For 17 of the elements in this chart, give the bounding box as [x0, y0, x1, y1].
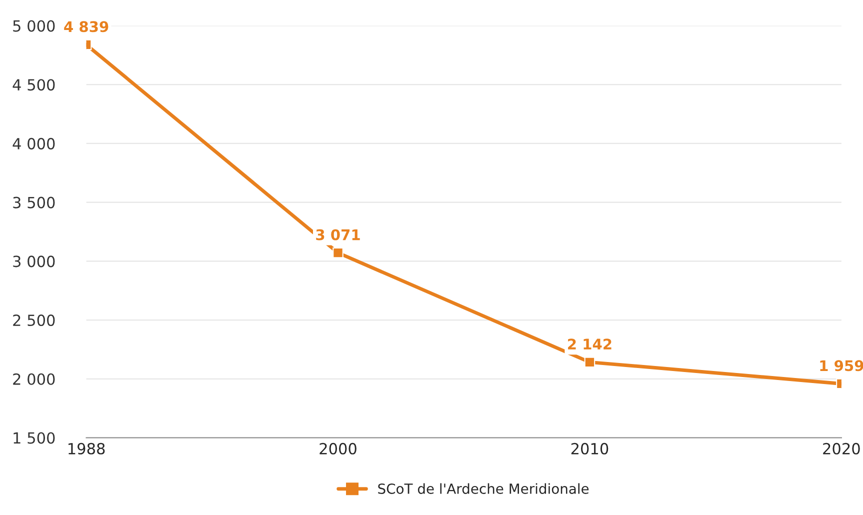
- y-tick-label: 1 500: [14, 432, 55, 444]
- data-label: 2 142: [568, 338, 612, 350]
- y-tick-label: 2 500: [13, 314, 55, 326]
- y-tick-label: 4 000: [12, 138, 55, 150]
- x-tick-label: 2000: [320, 442, 356, 454]
- x-tick-label: 2020: [823, 442, 860, 454]
- x-tick-label: 2010: [571, 442, 608, 454]
- legend-label: SCoT de l'Ardeche Meridionale: [378, 483, 589, 494]
- x-tick-label: 1988: [68, 442, 105, 454]
- y-tick-label: 5 000: [13, 20, 55, 32]
- y-tick-label: 2 000: [13, 373, 55, 385]
- data-label: 3 071: [316, 229, 360, 240]
- y-tick-label: 3 500: [13, 196, 55, 208]
- y-tick-label: 3 000: [13, 256, 55, 268]
- data-label: 4 839: [64, 21, 108, 32]
- y-tick-label: 4 500: [12, 79, 55, 91]
- data-label: 1 959: [820, 360, 863, 372]
